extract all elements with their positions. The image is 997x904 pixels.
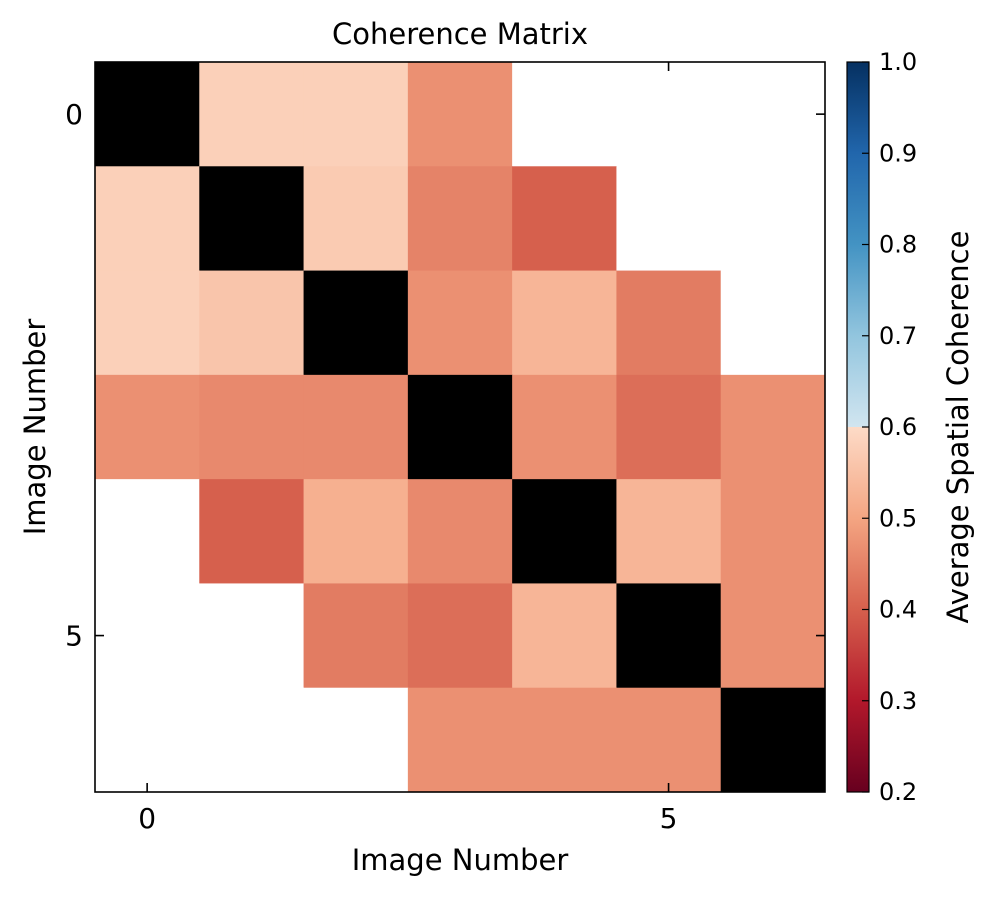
heatmap-cell-6-6 — [720, 687, 826, 793]
heatmap-cell-0-3 — [407, 62, 513, 167]
heatmap-cell-0-0 — [95, 62, 200, 167]
heatmap-cell-1-5 — [616, 166, 722, 272]
heatmap-cell-1-4 — [512, 166, 617, 272]
heatmap-cell-6-3 — [407, 687, 513, 793]
heatmap-cell-2-2 — [303, 270, 409, 376]
heatmap-cell-0-4 — [512, 62, 617, 167]
colorbar-tick-label-0.7: 0.7 — [879, 322, 917, 350]
heatmap-cell-5-6 — [720, 583, 826, 689]
heatmap-cell-4-6 — [720, 479, 826, 584]
colorbar-tick-label-0.3: 0.3 — [879, 687, 917, 715]
plot-frame — [94, 61, 826, 793]
heatmap-cell-5-2 — [303, 583, 409, 689]
heatmap-cell-5-5 — [616, 583, 722, 689]
heatmap-cell-2-6 — [720, 270, 826, 376]
colorbar-tick-label-0.4: 0.4 — [879, 596, 917, 624]
colorbar-tick-label-0.5: 0.5 — [879, 504, 917, 532]
y-tick-label-5: 5 — [65, 620, 83, 653]
heatmap-cell-4-4 — [512, 479, 617, 584]
colorbar-tick-label-0.6: 0.6 — [879, 413, 917, 441]
heatmap-cell-2-5 — [616, 270, 722, 376]
colorbar-tick-label-1.0: 1.0 — [879, 48, 917, 76]
heatmap-cell-3-4 — [512, 374, 617, 480]
y-axis-label: Image Number — [18, 319, 52, 536]
heatmap-cell-3-0 — [95, 374, 200, 480]
heatmap-cell-5-0 — [95, 583, 200, 689]
heatmap-cell-4-2 — [303, 479, 409, 584]
colorbar-label: Average Spatial Coherence — [941, 231, 975, 624]
heatmap-cell-3-3 — [407, 374, 513, 480]
heatmap-cell-5-3 — [407, 583, 513, 689]
heatmap-cell-6-1 — [199, 687, 305, 793]
heatmap-cell-6-2 — [303, 687, 409, 793]
heatmap-cell-0-1 — [199, 62, 305, 167]
axis-ticks: 0 5 0 5 — [65, 62, 825, 835]
chart-title: Coherence Matrix — [332, 17, 588, 51]
heatmap-cell-1-1 — [199, 166, 305, 272]
heatmap-cell-0-5 — [616, 62, 722, 167]
heatmap-cell-5-1 — [199, 583, 305, 689]
colorbar-tick-label-0.9: 0.9 — [879, 139, 917, 167]
heatmap-cell-4-1 — [199, 479, 305, 584]
heatmap-cell-4-0 — [95, 479, 200, 584]
heatmap-cell-6-0 — [95, 687, 200, 793]
heatmap-cell-3-6 — [720, 374, 826, 480]
heatmap-cell-3-1 — [199, 374, 305, 480]
heatmap-cell-5-4 — [512, 583, 617, 689]
heatmap-cell-0-6 — [720, 62, 826, 167]
heatmap-cell-3-5 — [616, 374, 722, 480]
colorbar-tick-label-0.2: 0.2 — [879, 778, 917, 806]
x-axis-label: Image Number — [352, 843, 569, 877]
heatmap-cell-2-1 — [199, 270, 305, 376]
heatmap-cell-4-3 — [407, 479, 513, 584]
heatmap-cell-1-2 — [303, 166, 409, 272]
heatmap-cells — [95, 62, 826, 793]
heatmap-cell-2-3 — [407, 270, 513, 376]
heatmap-cell-3-2 — [303, 374, 409, 480]
x-tick-label-5: 5 — [660, 802, 678, 835]
heatmap-cell-1-3 — [407, 166, 513, 272]
y-tick-label-0: 0 — [65, 98, 83, 131]
colorbar-tick-label-0.8: 0.8 — [879, 231, 917, 259]
colorbar-ticks: 0.2 0.3 0.4 0.5 0.6 0.7 0.8 0.9 1.0 — [862, 48, 917, 806]
heatmap-cell-2-0 — [95, 270, 200, 376]
heatmap-cell-1-6 — [720, 166, 826, 272]
heatmap-cell-0-2 — [303, 62, 409, 167]
heatmap-cell-6-4 — [512, 687, 617, 793]
heatmap-cell-6-5 — [616, 687, 722, 793]
heatmap-cell-4-5 — [616, 479, 722, 584]
heatmap-cell-1-0 — [95, 166, 200, 272]
heatmap-cell-2-4 — [512, 270, 617, 376]
x-tick-label-0: 0 — [138, 802, 156, 835]
